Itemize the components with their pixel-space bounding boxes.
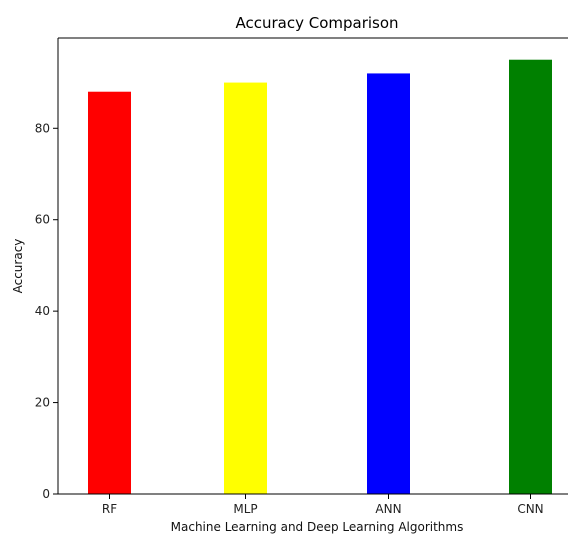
x-tick-label-mlp: MLP (233, 502, 257, 516)
x-axis-ticks: RF MLP ANN CNN (102, 494, 544, 516)
x-tick-label-cnn: CNN (517, 502, 543, 516)
y-tick-label: 60 (35, 213, 50, 227)
chart-title: Accuracy Comparison (235, 14, 398, 32)
axes-frame (57, 37, 568, 495)
y-axis-label: Accuracy (11, 239, 25, 294)
bar-mlp (224, 82, 267, 495)
y-tick-label: 80 (35, 121, 50, 135)
x-tick-label-ann: ANN (375, 502, 401, 516)
bars-group (88, 59, 552, 495)
bar-cnn (509, 59, 552, 494)
y-tick-label: 20 (35, 396, 50, 410)
y-axis-ticks: 0 20 40 60 80 (35, 121, 58, 501)
bar-rf (88, 91, 131, 494)
y-tick-label: 0 (42, 487, 50, 501)
bar-ann (367, 73, 410, 494)
x-tick-label-rf: RF (102, 502, 117, 516)
x-axis-label: Machine Learning and Deep Learning Algor… (171, 520, 464, 534)
y-tick-label: 40 (35, 304, 50, 318)
